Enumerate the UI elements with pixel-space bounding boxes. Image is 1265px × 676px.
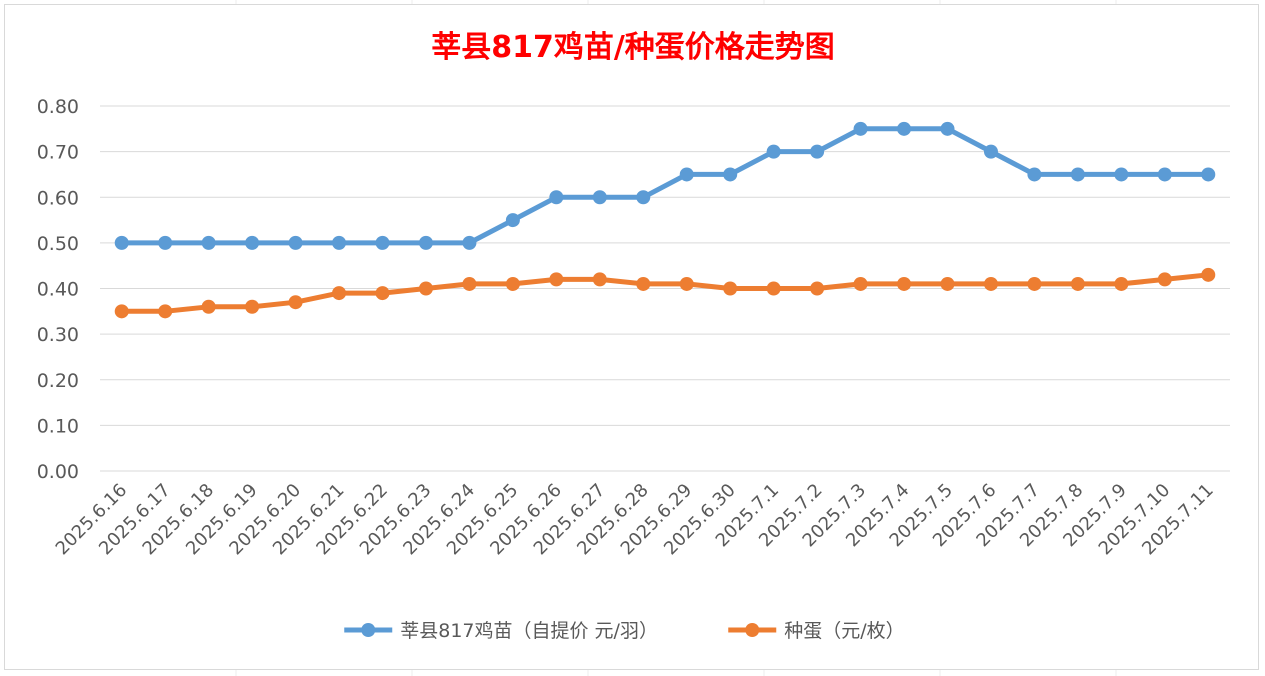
legend-marker (361, 623, 376, 637)
line-chart: 莘县817鸡苗/种蛋价格走势图 0.00 0.10 0.20 0.30 0.40 0.50… (37, 30, 1230, 642)
data-point[interactable] (158, 304, 173, 319)
y-tick-label: 0.50 (37, 233, 79, 255)
legend[interactable]: 莘县817鸡苗（自提价 元/羽） 种蛋（元/枚） (344, 620, 905, 642)
data-point[interactable] (1070, 167, 1085, 182)
data-point[interactable] (723, 167, 738, 182)
data-point[interactable] (201, 235, 216, 250)
data-point[interactable] (940, 276, 955, 291)
legend-label: 莘县817鸡苗（自提价 元/羽） (400, 620, 658, 642)
data-point[interactable] (245, 235, 260, 250)
y-tick-label: 0.10 (37, 415, 79, 437)
data-point[interactable] (462, 235, 477, 250)
data-point[interactable] (723, 281, 738, 296)
y-tick-label: 0.70 (37, 142, 79, 164)
data-point[interactable] (505, 213, 520, 228)
data-point[interactable] (1027, 167, 1042, 182)
data-point[interactable] (853, 121, 868, 136)
data-point[interactable] (636, 276, 651, 291)
legend-marker (745, 623, 760, 637)
data-point[interactable] (897, 276, 912, 291)
data-point[interactable] (1070, 276, 1085, 291)
data-point[interactable] (766, 281, 781, 296)
y-axis-ticks: 0.00 0.10 0.20 0.30 0.40 0.50 0.60 0.70 0.80 (37, 96, 79, 483)
y-tick-label: 0.80 (37, 96, 79, 118)
data-point[interactable] (1027, 276, 1042, 291)
series-1 (114, 121, 1216, 250)
data-point[interactable] (636, 190, 651, 205)
data-point[interactable] (201, 299, 216, 314)
data-point[interactable] (940, 121, 955, 136)
data-point[interactable] (1157, 272, 1172, 287)
data-point[interactable] (549, 190, 564, 205)
x-axis-ticks: 2025.6.162025.6.172025.6.182025.6.192025… (52, 480, 1218, 560)
data-point[interactable] (158, 235, 173, 250)
data-point[interactable] (1114, 167, 1129, 182)
data-point[interactable] (897, 121, 912, 136)
data-point[interactable] (1114, 276, 1129, 291)
data-point[interactable] (462, 276, 477, 291)
data-point[interactable] (332, 286, 347, 301)
data-point[interactable] (418, 235, 433, 250)
data-point[interactable] (766, 144, 781, 159)
data-point[interactable] (592, 272, 607, 287)
data-point[interactable] (679, 276, 694, 291)
data-point[interactable] (679, 167, 694, 182)
y-tick-label: 0.40 (37, 279, 79, 301)
y-tick-label: 0.00 (37, 461, 79, 483)
series-2 (114, 267, 1216, 319)
data-point[interactable] (418, 281, 433, 296)
data-point[interactable] (1157, 167, 1172, 182)
series-line (119, 272, 1211, 314)
y-tick-label: 0.20 (37, 370, 79, 392)
data-point[interactable] (983, 276, 998, 291)
data-point[interactable] (592, 190, 607, 205)
y-tick-label: 0.30 (37, 324, 79, 346)
data-point[interactable] (983, 144, 998, 159)
data-point[interactable] (549, 272, 564, 287)
data-point[interactable] (810, 144, 825, 159)
y-tick-label: 0.60 (37, 187, 79, 209)
data-point[interactable] (810, 281, 825, 296)
data-point[interactable] (332, 235, 347, 250)
data-point[interactable] (375, 286, 390, 301)
data-point[interactable] (1201, 167, 1216, 182)
data-point[interactable] (245, 299, 260, 314)
data-point[interactable] (853, 276, 868, 291)
series-lines (114, 121, 1216, 319)
chart-title: 莘县817鸡苗/种蛋价格走势图 (431, 30, 835, 65)
data-point[interactable] (375, 235, 390, 250)
legend-item-1[interactable]: 莘县817鸡苗（自提价 元/羽） (344, 620, 658, 642)
chart-container[interactable]: 莘县817鸡苗/种蛋价格走势图 0.00 0.10 0.20 0.30 0.40 0.50… (4, 4, 1259, 670)
legend-label: 种蛋（元/枚） (784, 620, 904, 642)
data-point[interactable] (1201, 267, 1216, 282)
data-point[interactable] (505, 276, 520, 291)
gridlines (100, 105, 1230, 472)
data-point[interactable] (288, 235, 303, 250)
data-point[interactable] (288, 295, 303, 310)
legend-item-2[interactable]: 种蛋（元/枚） (728, 620, 905, 642)
data-point[interactable] (114, 235, 129, 250)
data-point[interactable] (114, 304, 129, 319)
series-line (119, 126, 1211, 246)
